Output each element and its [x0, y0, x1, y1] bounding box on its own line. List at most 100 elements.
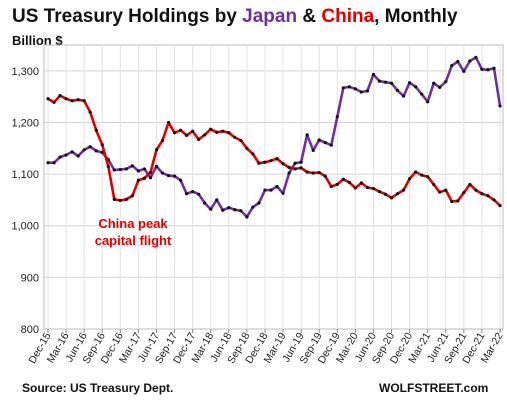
y-axis: 800 900 1,000 1,100 1,200 1,300: [11, 66, 39, 336]
data-point-japan: [118, 167, 122, 172]
data-point-china: [142, 176, 147, 180]
data-point-japan: [275, 184, 279, 189]
data-point-china: [209, 127, 213, 131]
data-point-japan: [401, 94, 406, 98]
data-point-china: [365, 185, 370, 190]
data-point-japan: [468, 59, 472, 63]
data-point-china: [215, 130, 219, 134]
data-point-japan: [456, 59, 460, 64]
data-point-japan: [287, 171, 291, 175]
data-point-china: [58, 94, 62, 98]
annotation-china-capital-flight: China peak capital flight: [94, 216, 172, 248]
data-point-china: [94, 128, 98, 132]
data-point-japan: [377, 79, 382, 83]
series-lines: [46, 55, 502, 219]
data-point-china: [124, 197, 128, 201]
data-point-china: [456, 199, 460, 203]
data-point-china: [275, 157, 279, 161]
series-line-china: [47, 94, 501, 207]
data-point-japan: [317, 138, 321, 142]
data-point-china: [100, 143, 104, 147]
data-point-china: [492, 198, 496, 202]
data-point-japan: [383, 80, 388, 84]
data-point-china: [486, 194, 490, 198]
data-point-china: [311, 171, 315, 175]
data-point-china: [197, 137, 201, 142]
data-point-china: [178, 128, 183, 132]
unit-label: Billion $: [12, 33, 63, 48]
data-point-china: [76, 98, 80, 102]
data-point-china: [191, 129, 195, 133]
plot-frame: [43, 44, 504, 330]
data-point-china: [468, 182, 472, 187]
data-point-japan: [269, 188, 273, 192]
data-point-japan: [178, 178, 183, 182]
data-point-china: [166, 120, 171, 125]
data-point-japan: [64, 153, 68, 157]
data-point-japan: [94, 149, 98, 153]
data-point-japan: [142, 167, 147, 171]
title-china: China: [321, 6, 375, 27]
data-point-china: [106, 164, 110, 168]
data-point-china: [154, 148, 159, 152]
data-point-japan: [329, 143, 333, 147]
data-point-china: [203, 133, 207, 137]
data-point-china: [257, 161, 261, 165]
data-point-japan: [365, 89, 370, 93]
data-point-china: [432, 182, 436, 187]
data-point-japan: [227, 206, 231, 210]
source-note: Source: US Treasury Dept.: [22, 381, 174, 395]
data-point-japan: [389, 81, 394, 85]
data-point-china: [160, 138, 165, 143]
data-point-japan: [58, 155, 62, 159]
data-point-china: [52, 100, 56, 104]
data-point-japan: [112, 168, 116, 172]
data-point-china: [136, 178, 140, 182]
data-point-china: [299, 166, 303, 170]
data-point-japan: [359, 90, 363, 94]
x-axis: Dec-15Mar-16Jun-16Sep-16Dec-16Mar-17Jun-…: [26, 329, 506, 366]
data-point-japan: [221, 208, 225, 212]
y-tick-label: 1,300: [11, 66, 39, 78]
data-point-china: [293, 167, 297, 171]
data-point-china: [118, 198, 122, 203]
data-point-japan: [281, 191, 285, 195]
data-point-china: [371, 186, 376, 191]
data-point-china: [82, 99, 86, 103]
data-point-china: [401, 188, 406, 192]
data-point-china: [347, 180, 351, 184]
series-china: [46, 94, 502, 208]
data-point-japan: [486, 68, 490, 72]
data-point-japan: [347, 85, 351, 89]
data-point-china: [438, 190, 442, 194]
data-point-japan: [136, 169, 140, 173]
series-japan: [46, 55, 502, 219]
data-point-japan: [341, 86, 345, 90]
data-point-japan: [474, 55, 478, 59]
data-point-china: [480, 192, 484, 196]
data-point-japan: [299, 160, 303, 164]
data-point-japan: [426, 100, 430, 104]
data-point-japan: [197, 192, 201, 196]
data-point-china: [414, 170, 418, 174]
data-point-china: [112, 197, 116, 201]
data-point-japan: [492, 66, 496, 70]
y-tick-label: 1,200: [11, 117, 39, 129]
data-point-china: [498, 203, 502, 208]
chart-title: US Treasury Holdings by Japan & China, M…: [12, 6, 458, 27]
data-point-japan: [408, 81, 412, 85]
data-point-china: [251, 152, 255, 156]
data-point-japan: [450, 64, 454, 68]
data-point-japan: [239, 209, 243, 213]
y-tick-label: 900: [21, 272, 39, 284]
data-point-china: [305, 170, 309, 174]
data-point-japan: [323, 140, 327, 145]
data-point-china: [474, 188, 478, 192]
data-point-china: [221, 129, 225, 133]
data-point-china: [70, 99, 74, 103]
data-point-japan: [233, 208, 237, 212]
data-point-japan: [215, 198, 219, 202]
data-point-japan: [46, 161, 50, 165]
data-point-china: [227, 131, 231, 135]
data-point-china: [395, 192, 400, 196]
